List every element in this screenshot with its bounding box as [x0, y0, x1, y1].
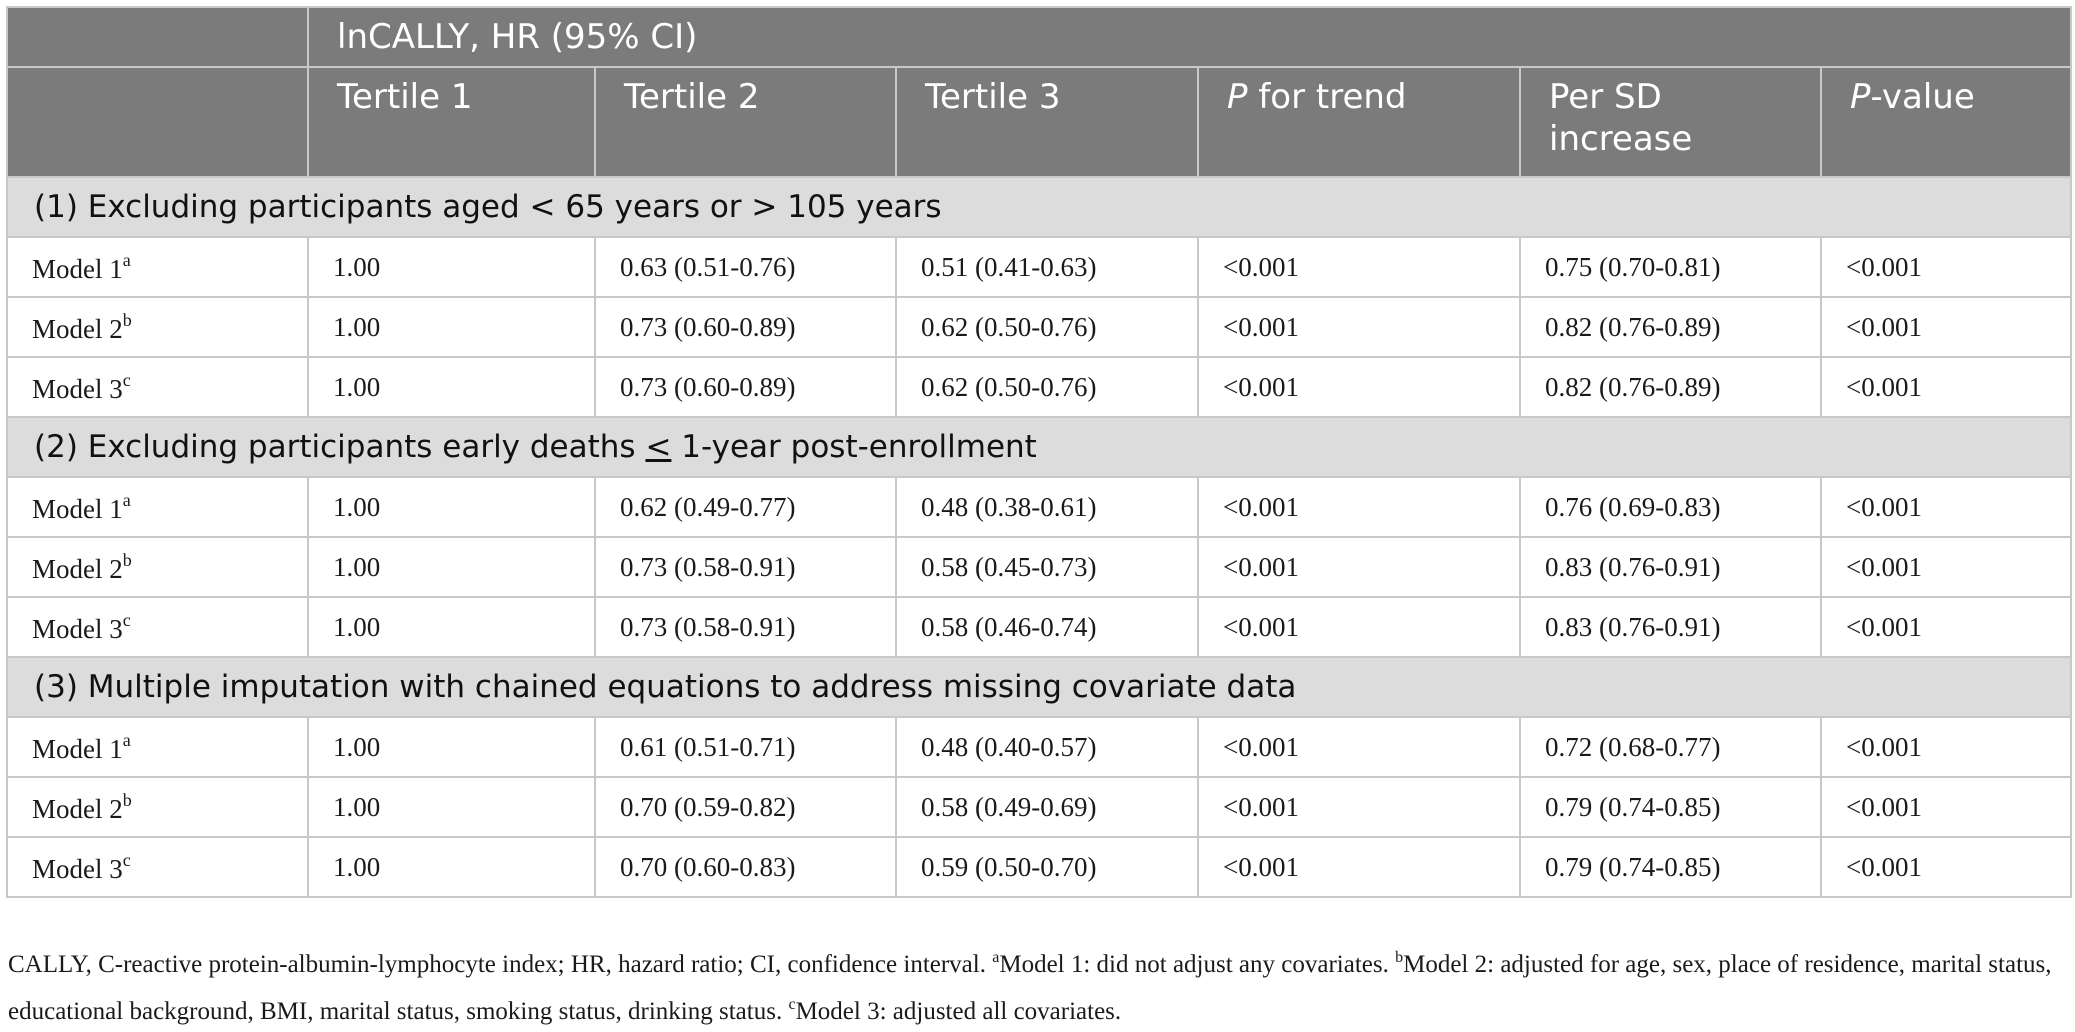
cell-tertile3: 0.48 (0.40-0.57) — [895, 716, 1199, 778]
section-header-row: (3) Multiple imputation with chained equ… — [5, 656, 2073, 718]
cell-tertile3: 0.62 (0.50-0.76) — [895, 356, 1199, 418]
cell-tertile2: 0.73 (0.58-0.91) — [594, 536, 897, 598]
cell-model: Model 2b — [6, 536, 309, 598]
cell-per-sd: 0.72 (0.68-0.77) — [1519, 716, 1822, 778]
cell-p-value: <0.001 — [1819, 836, 2073, 898]
cell-per-sd: 0.83 (0.76-0.91) — [1519, 596, 1822, 658]
table-footnote: CALLY, C-reactive protein-albumin-lympho… — [8, 949, 2052, 1025]
cell-per-sd: 0.79 (0.74-0.85) — [1519, 836, 1822, 898]
cell-per-sd: 0.76 (0.69-0.83) — [1519, 476, 1822, 538]
cell-tertile1: 1.00 — [307, 776, 596, 838]
col-header-p-value: P-value — [1819, 66, 2073, 178]
cell-tertile2: 0.70 (0.59-0.82) — [594, 776, 897, 838]
section-header-row: (2) Excluding participants early deaths … — [5, 416, 2073, 478]
cell-tertile1: 1.00 — [307, 836, 596, 898]
cell-model: Model 1a — [6, 716, 309, 778]
cell-tertile1: 1.00 — [307, 236, 596, 298]
cell-model: Model 3c — [6, 596, 309, 658]
cell-tertile1: 1.00 — [307, 356, 596, 418]
cell-tertile1: 1.00 — [307, 536, 596, 598]
cell-p-trend: <0.001 — [1197, 236, 1521, 298]
cell-per-sd: 0.82 (0.76-0.89) — [1519, 356, 1822, 418]
cell-tertile2: 0.62 (0.49-0.77) — [594, 476, 897, 538]
cell-tertile3: 0.62 (0.50-0.76) — [895, 296, 1199, 358]
cell-tertile3: 0.59 (0.50-0.70) — [895, 836, 1199, 898]
cell-p-trend: <0.001 — [1197, 476, 1521, 538]
cell-model: Model 1a — [6, 476, 309, 538]
cell-p-trend: <0.001 — [1197, 296, 1521, 358]
cell-p-value: <0.001 — [1819, 296, 2073, 358]
table-row: Model 1a 1.00 0.62 (0.49-0.77) 0.48 (0.38-0… — [6, 476, 2073, 538]
cell-tertile2: 0.73 (0.58-0.91) — [594, 596, 897, 658]
cell-tertile2: 0.73 (0.60-0.89) — [594, 356, 897, 418]
cell-p-trend: <0.001 — [1197, 536, 1521, 598]
cell-tertile1: 1.00 — [307, 596, 596, 658]
cell-model: Model 2b — [6, 296, 309, 358]
header-blank-cell — [6, 6, 309, 68]
table-row: Model 2b 1.00 0.73 (0.58-0.91) 0.58 (0.45-0… — [6, 536, 2073, 598]
cell-p-value: <0.001 — [1819, 476, 2073, 538]
header-blank-cell — [6, 66, 309, 178]
table-row: Model 3c 1.00 0.73 (0.60-0.89) 0.62 (0.50-0… — [6, 356, 2073, 418]
header-row-columns: Tertile 1 Tertile 2 Tertile 3 P for tren… — [6, 66, 2073, 178]
results-table: lnCALLY, HR (95% CI) Tertile 1 Tertile 2… — [5, 6, 2073, 898]
section-title: (2) Excluding participants early deaths … — [5, 416, 2073, 478]
cell-tertile2: 0.73 (0.60-0.89) — [594, 296, 897, 358]
cell-p-trend: <0.001 — [1197, 776, 1521, 838]
cell-p-trend: <0.001 — [1197, 596, 1521, 658]
cell-tertile1: 1.00 — [307, 296, 596, 358]
cell-p-trend: <0.001 — [1197, 836, 1521, 898]
cell-per-sd: 0.82 (0.76-0.89) — [1519, 296, 1822, 358]
header-row-group: lnCALLY, HR (95% CI) — [6, 6, 2073, 68]
cell-tertile2: 0.70 (0.60-0.83) — [594, 836, 897, 898]
cell-model: Model 3c — [6, 356, 309, 418]
table-row: Model 1a 1.00 0.63 (0.51-0.76) 0.51 (0.41-0… — [6, 236, 2073, 298]
cell-p-value: <0.001 — [1819, 776, 2073, 838]
cell-tertile3: 0.58 (0.46-0.74) — [895, 596, 1199, 658]
table-row: Model 3c 1.00 0.73 (0.58-0.91) 0.58 (0.46-0… — [6, 596, 2073, 658]
cell-tertile3: 0.58 (0.49-0.69) — [895, 776, 1199, 838]
cell-p-value: <0.001 — [1819, 236, 2073, 298]
cell-tertile3: 0.51 (0.41-0.63) — [895, 236, 1199, 298]
table-row: Model 1a 1.00 0.61 (0.51-0.71) 0.48 (0.40-0… — [6, 716, 2073, 778]
cell-p-value: <0.001 — [1819, 356, 2073, 418]
section-title: (1) Excluding participants aged < 65 yea… — [5, 176, 2073, 238]
cell-tertile3: 0.58 (0.45-0.73) — [895, 536, 1199, 598]
cell-p-value: <0.001 — [1819, 596, 2073, 658]
cell-tertile1: 1.00 — [307, 716, 596, 778]
col-header-tertile3: Tertile 3 — [895, 66, 1199, 178]
cell-p-value: <0.001 — [1819, 716, 2073, 778]
cell-p-trend: <0.001 — [1197, 356, 1521, 418]
cell-p-value: <0.001 — [1819, 536, 2073, 598]
col-header-tertile2: Tertile 2 — [594, 66, 897, 178]
cell-tertile2: 0.61 (0.51-0.71) — [594, 716, 897, 778]
cell-model: Model 2b — [6, 776, 309, 838]
header-group-label: lnCALLY, HR (95% CI) — [306, 6, 2073, 68]
section-title: (3) Multiple imputation with chained equ… — [5, 656, 2073, 718]
cell-tertile3: 0.48 (0.38-0.61) — [895, 476, 1199, 538]
col-header-tertile1: Tertile 1 — [307, 66, 596, 178]
cell-model: Model 1a — [6, 236, 309, 298]
col-header-p-trend: P for trend — [1197, 66, 1521, 178]
cell-per-sd: 0.79 (0.74-0.85) — [1519, 776, 1822, 838]
col-header-per-sd: Per SD increase — [1519, 66, 1822, 178]
cell-per-sd: 0.83 (0.76-0.91) — [1519, 536, 1822, 598]
table-row: Model 3c 1.00 0.70 (0.60-0.83) 0.59 (0.50-0… — [6, 836, 2073, 898]
table-row: Model 2b 1.00 0.70 (0.59-0.82) 0.58 (0.49-0… — [6, 776, 2073, 838]
section-header-row: (1) Excluding participants aged < 65 yea… — [5, 176, 2073, 238]
table-row: Model 2b 1.00 0.73 (0.60-0.89) 0.62 (0.50-0… — [6, 296, 2073, 358]
cell-model: Model 3c — [6, 836, 309, 898]
cell-tertile2: 0.63 (0.51-0.76) — [594, 236, 897, 298]
cell-tertile1: 1.00 — [307, 476, 596, 538]
cell-p-trend: <0.001 — [1197, 716, 1521, 778]
cell-per-sd: 0.75 (0.70-0.81) — [1519, 236, 1822, 298]
